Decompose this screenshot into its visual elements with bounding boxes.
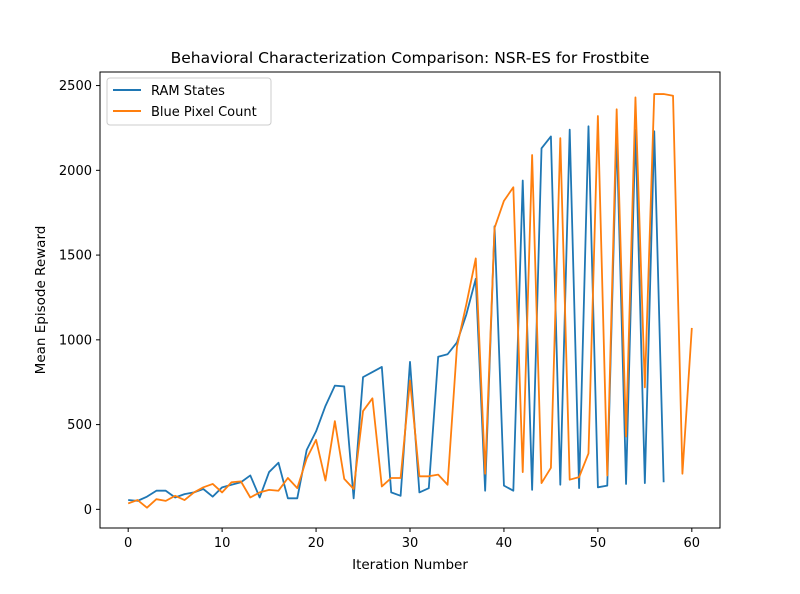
x-tick-label: 40 <box>496 536 513 551</box>
series-layer <box>127 93 693 509</box>
y-tick-label: 1000 <box>59 333 92 348</box>
y-tick-label: 500 <box>67 418 92 433</box>
legend: RAM States Blue Pixel Count <box>106 77 272 126</box>
y-tick-label: 2000 <box>59 164 92 179</box>
chart-title: Behavioral Characterization Comparison: … <box>171 49 650 67</box>
series-line-ram-states <box>128 125 665 502</box>
plot-frame <box>99 71 721 529</box>
x-tick-label: 50 <box>590 536 607 551</box>
x-tick-label: 0 <box>124 536 132 551</box>
y-axis-label: Mean Episode Reward <box>33 226 49 375</box>
x-tick-label: 60 <box>684 536 701 551</box>
x-tick-label: 10 <box>214 536 231 551</box>
legend-label-ram-states: RAM States <box>151 84 225 99</box>
x-tick-label: 20 <box>308 536 325 551</box>
x-axis-label: Iteration Number <box>352 557 468 573</box>
y-tick-label: 1500 <box>59 249 92 264</box>
y-tick-label: 2500 <box>59 79 92 94</box>
legend-frame <box>106 77 272 126</box>
x-tick-label: 30 <box>402 536 419 551</box>
legend-label-blue-pixel-count: Blue Pixel Count <box>151 105 257 120</box>
y-tick-label: 0 <box>84 503 92 518</box>
ticks-layer: 0 10 20 30 40 50 60 0 500 1000 1500 2000 2500 <box>59 79 700 551</box>
series-line-blue-pixel-count <box>127 93 693 509</box>
